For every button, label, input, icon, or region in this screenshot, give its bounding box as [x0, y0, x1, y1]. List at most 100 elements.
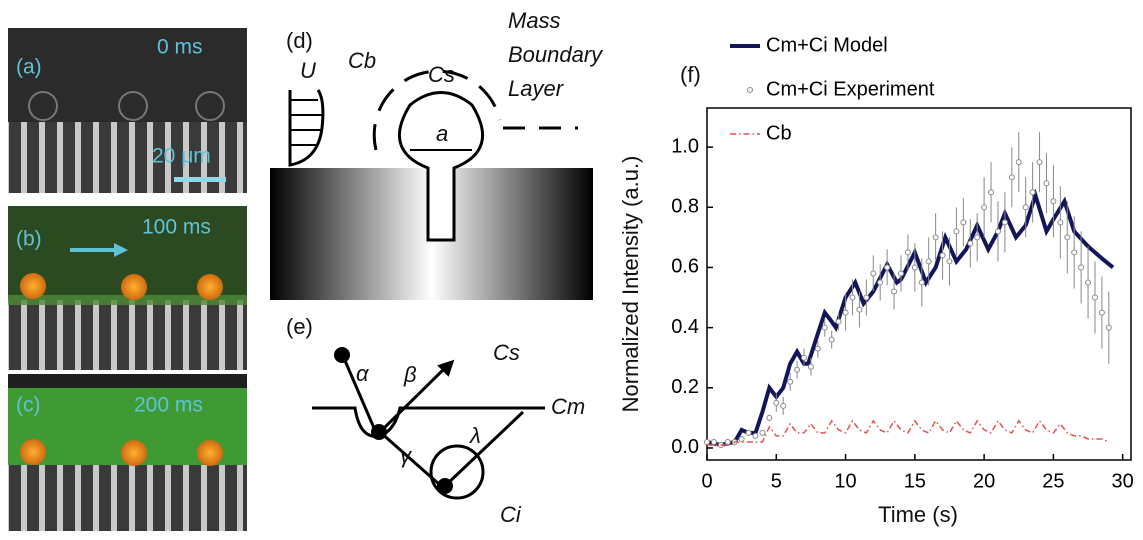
data-point [947, 259, 952, 264]
data-point [1065, 235, 1070, 240]
y-axis-label: Normalized Intensity (a.u.) [618, 156, 643, 413]
inside-label: Ci [500, 502, 522, 527]
boundary-label: Boundary [508, 42, 604, 67]
x-tick-label: 30 [1112, 470, 1134, 492]
data-point [898, 271, 903, 276]
y-tick-label: 0.4 [671, 316, 699, 338]
data-point [774, 400, 779, 405]
time-label: 100 ms [142, 216, 211, 239]
gamma-label: γ [400, 443, 413, 468]
y-tick-label: 0.2 [671, 376, 699, 398]
transport-diagram [312, 356, 545, 498]
data-point [850, 295, 855, 300]
data-point [1037, 160, 1042, 165]
data-point [919, 280, 924, 285]
x-tick-label: 10 [834, 470, 856, 492]
legend-label: Cm+Ci Experiment [766, 78, 935, 100]
data-point [1044, 181, 1049, 186]
alpha-label: α [356, 361, 370, 386]
data-point [711, 439, 716, 444]
data-point [864, 295, 869, 300]
data-point [1092, 295, 1097, 300]
data-point [857, 307, 862, 312]
x-tick-label: 20 [973, 470, 995, 492]
data-point [753, 433, 758, 438]
time-label: 200 ms [134, 394, 203, 417]
panel-label: (b) [16, 228, 42, 251]
data-point [1072, 250, 1077, 255]
data-point [808, 364, 813, 369]
x-tick-label: 15 [904, 470, 926, 492]
data-point [940, 253, 945, 258]
data-point [995, 229, 1000, 234]
data-point [1099, 310, 1104, 315]
data-point [801, 355, 806, 360]
y-tick-label: 0.0 [671, 436, 699, 458]
data-point [892, 289, 897, 294]
data-point [1058, 220, 1063, 225]
data-point [836, 319, 841, 324]
data-point [767, 415, 772, 420]
surface-label: Cs [493, 340, 520, 365]
panel-label: (d) [286, 28, 313, 53]
data-point [885, 265, 890, 270]
figure: (a) 0 ms 20 μm (b) 100 ms (c) 200 ms (d)… [0, 0, 1143, 535]
data-point [705, 439, 710, 444]
x-tick-label: 5 [771, 470, 782, 492]
x-axis-label: Time (s) [878, 502, 958, 527]
data-point [989, 190, 994, 195]
series-line [707, 421, 1109, 445]
data-point [788, 379, 793, 384]
data-point [1106, 325, 1111, 330]
time-label: 0 ms [157, 36, 203, 59]
panel-label: (f) [680, 62, 701, 87]
plot-frame [707, 108, 1131, 460]
surface-label: Cs [428, 62, 455, 87]
data-point [968, 241, 973, 246]
data-point [1023, 205, 1028, 210]
x-tick-label: 25 [1042, 470, 1064, 492]
data-point [1002, 220, 1007, 225]
x-tick-label: 0 [701, 470, 712, 492]
data-point [822, 325, 827, 330]
beta-label: β [403, 362, 417, 387]
data-point [781, 403, 786, 408]
y-tick-label: 1.0 [671, 135, 699, 157]
data-point [975, 235, 980, 240]
radius-label: a [436, 121, 448, 146]
data-point [1030, 190, 1035, 195]
data-point [878, 280, 883, 285]
data-point [1016, 160, 1021, 165]
data-point [982, 205, 987, 210]
boundary-diagram [270, 71, 593, 300]
boundary-label: Mass [508, 8, 561, 33]
data-point [1086, 280, 1091, 285]
data-point [760, 430, 765, 435]
data-point [815, 346, 820, 351]
panel-label: (a) [16, 56, 42, 79]
y-tick-label: 0.6 [671, 256, 699, 278]
data-point [739, 436, 744, 441]
data-point [795, 367, 800, 372]
legend-marker [748, 88, 753, 93]
y-tick-label: 0.8 [671, 196, 699, 218]
data-point [933, 235, 938, 240]
legend-label: Cb [766, 122, 792, 144]
micrograph-b [8, 206, 247, 370]
micrograph-c [8, 374, 247, 531]
data-point [1009, 175, 1014, 180]
lambda-label: λ [469, 423, 481, 448]
bulk-label: Cb [348, 48, 376, 73]
series-line [707, 195, 1113, 445]
data-point [905, 250, 910, 255]
panel-label: (c) [16, 394, 41, 417]
data-point [1051, 199, 1056, 204]
data-point [843, 310, 848, 315]
boundary-label: Layer [508, 76, 565, 101]
data-point [1079, 265, 1084, 270]
data-point [871, 271, 876, 276]
data-point [954, 229, 959, 234]
data-point [912, 265, 917, 270]
flow-label: U [300, 58, 316, 83]
membrane-label: Cm [551, 394, 585, 419]
